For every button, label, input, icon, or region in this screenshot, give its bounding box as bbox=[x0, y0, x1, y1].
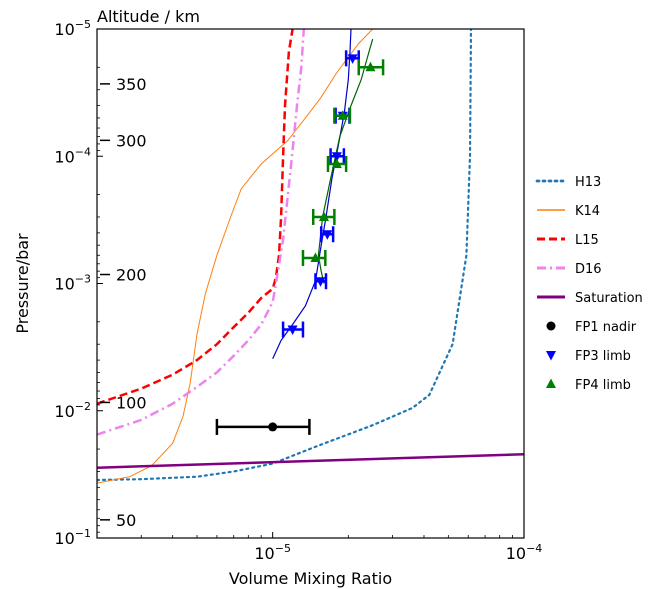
y-tick-label: 10−1 bbox=[54, 527, 91, 548]
legend-label: L15 bbox=[575, 233, 599, 248]
series-k14-line bbox=[97, 29, 374, 484]
altitude-ticks: 350 300 200 100 50 bbox=[100, 75, 147, 530]
fp3-limb-marker bbox=[287, 325, 298, 336]
fp3-limb-marker bbox=[331, 152, 342, 162]
legend-label: H13 bbox=[575, 175, 601, 190]
fp3-limb-point-3 bbox=[319, 226, 335, 243]
fp4-limb-marker bbox=[365, 61, 376, 72]
legend-label: FP4 limb bbox=[575, 378, 631, 393]
legend-item-k14: K14 bbox=[537, 204, 600, 219]
fp4-limb-point-5 bbox=[357, 59, 385, 76]
fp4-limb-point-2 bbox=[311, 208, 336, 225]
legend-label: D16 bbox=[575, 262, 602, 277]
altitude-tick-label: 200 bbox=[116, 266, 147, 285]
legend-item-h13: H13 bbox=[535, 175, 601, 190]
y-tick-label: 10−3 bbox=[54, 273, 91, 294]
fp4-limb-marker bbox=[310, 252, 321, 262]
axis-ticks: 10−5 10−4 10−3 10−2 10−1 10−5 10−4 bbox=[54, 18, 542, 563]
altitude-tick-label: 100 bbox=[116, 393, 147, 412]
plot-area bbox=[97, 29, 524, 484]
altitude-tick-label: 300 bbox=[116, 131, 147, 150]
x-tick-label: 10−5 bbox=[254, 542, 291, 563]
legend-item-saturation: Saturation bbox=[537, 291, 643, 306]
fp3-limb-point-2 bbox=[314, 273, 328, 290]
y-tick-label: 10−2 bbox=[54, 400, 91, 421]
legend-label: FP3 limb bbox=[575, 349, 631, 364]
legend-marker bbox=[546, 321, 556, 331]
legend-marker bbox=[546, 378, 556, 388]
fp3-limb-marker bbox=[347, 54, 358, 64]
fp4-limb-point-4 bbox=[333, 107, 352, 124]
fp1-nadir-marker bbox=[268, 422, 278, 432]
fp4-limb-marker bbox=[331, 158, 342, 168]
series-l15-line bbox=[97, 29, 294, 405]
fit-line-1 bbox=[272, 29, 352, 359]
x-axis-label: Volume Mixing Ratio bbox=[229, 569, 392, 588]
altitude-tick-label: 50 bbox=[116, 511, 136, 530]
legend-item-d16: D16 bbox=[537, 262, 602, 277]
fp3-limb-point-1 bbox=[281, 321, 305, 338]
fp4-limb-point-3 bbox=[326, 155, 348, 172]
legend-item-fp3-limb: FP3 limb bbox=[546, 349, 631, 364]
legend-label: K14 bbox=[575, 204, 600, 219]
x-tick-label: 10−4 bbox=[506, 542, 543, 563]
fp3-limb-marker bbox=[315, 277, 326, 287]
y-tick-label: 10−5 bbox=[54, 18, 91, 39]
altitude-axis-label: Altitude / km bbox=[97, 7, 200, 26]
altitude-tick-label: 350 bbox=[116, 75, 147, 94]
fp4-limb-marker bbox=[318, 211, 329, 221]
legend-item-l15: L15 bbox=[537, 233, 599, 248]
legend-item-fp1-nadir: FP1 nadir bbox=[546, 320, 637, 335]
y-tick-label: 10−4 bbox=[54, 145, 91, 166]
legend-label: FP1 nadir bbox=[575, 320, 637, 335]
fp3-limb-point-4 bbox=[329, 148, 346, 165]
legend-item-fp4-limb: FP4 limb bbox=[546, 378, 631, 393]
series-h13-line bbox=[97, 29, 472, 482]
fp3-limb-marker bbox=[322, 230, 333, 240]
legend-marker bbox=[546, 351, 556, 361]
fp4-limb-marker bbox=[337, 110, 348, 120]
y-axis-label: Pressure/bar bbox=[13, 233, 32, 334]
legend-label: Saturation bbox=[575, 291, 643, 306]
fp1-nadir-point-1 bbox=[215, 418, 311, 435]
fp4-limb-point-1 bbox=[301, 249, 327, 266]
legend: H13 K14 L15 D16 Saturation FP1 nadir FP3 limb F… bbox=[535, 175, 643, 393]
fp3-limb-point-6 bbox=[344, 50, 360, 67]
series-d16-line bbox=[97, 29, 306, 436]
series-saturation-line bbox=[97, 453, 524, 469]
